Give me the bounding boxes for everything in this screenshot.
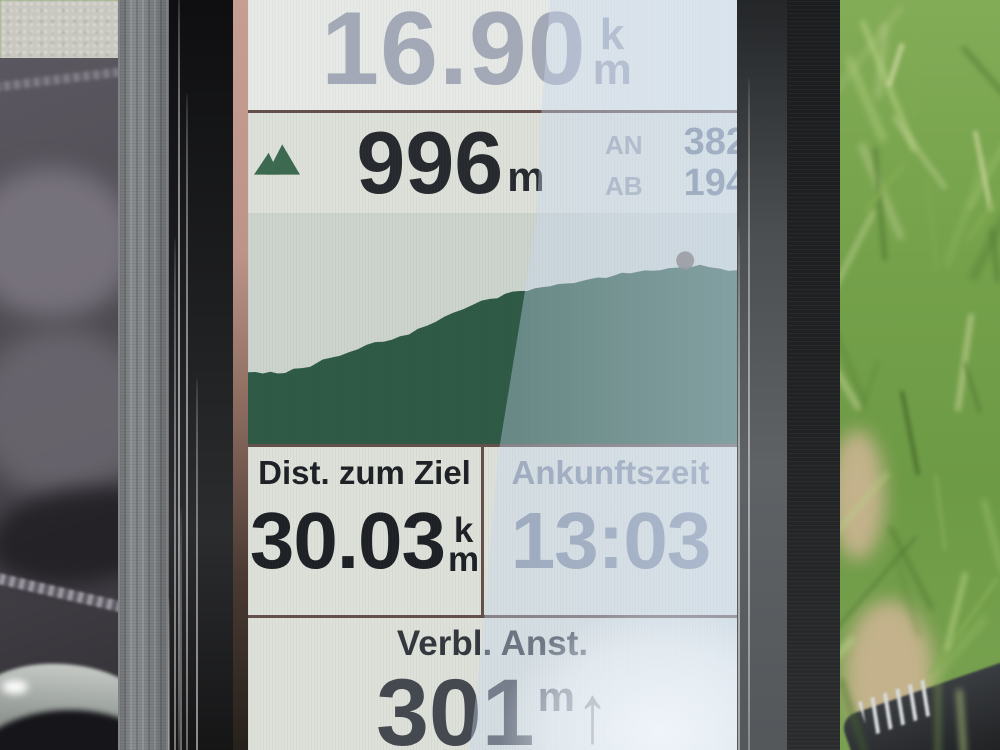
bag-plastic-highlight bbox=[2, 680, 28, 694]
device-right-bezel bbox=[737, 0, 787, 750]
up-arrow-icon: ↑ bbox=[575, 667, 609, 750]
bag-fold-highlight bbox=[0, 328, 128, 498]
bag-fold-highlight bbox=[0, 168, 128, 318]
device-screen: 16.90 k m 996 m AN bbox=[248, 0, 737, 750]
screen-edge-reflection bbox=[233, 0, 248, 750]
elevation-profile-svg bbox=[248, 251, 737, 444]
trip-distance-value: 16.90 bbox=[321, 0, 587, 107]
grass-blade bbox=[926, 181, 938, 271]
elevation-profile-chart[interactable] bbox=[248, 213, 737, 444]
field-arrival-time[interactable]: Ankunftszeit 13:03 bbox=[484, 447, 737, 615]
field-trip-distance[interactable]: 16.90 k m bbox=[248, 0, 737, 110]
grass-blade bbox=[899, 390, 921, 476]
elevation-value: 996 bbox=[356, 113, 504, 212]
grass-blade bbox=[912, 25, 919, 117]
grass-background bbox=[836, 0, 1000, 750]
saddlebag-background bbox=[0, 58, 128, 750]
distance-to-destination-unit: k m bbox=[448, 510, 480, 580]
ascent-label: AN bbox=[605, 130, 643, 160]
field-distance-to-destination[interactable]: Dist. zum Ziel 30.03 k m bbox=[248, 447, 481, 615]
grass-blade bbox=[981, 498, 1000, 573]
descent-value: 194 bbox=[683, 162, 737, 204]
dirt-patch bbox=[836, 430, 885, 560]
gps-device: 16.90 k m 996 m AN bbox=[118, 0, 840, 750]
mountain-icon bbox=[254, 144, 300, 175]
grass-blade bbox=[934, 475, 947, 552]
ascent-descent-block: AN 382 AB 194 bbox=[605, 123, 737, 202]
destination-row: Dist. zum Ziel 30.03 k m Ankunftszeit 13… bbox=[248, 447, 737, 615]
grass-blade bbox=[963, 361, 982, 414]
grass-blade bbox=[892, 115, 947, 190]
remaining-ascent-label: Verbl. Anst. bbox=[396, 624, 589, 663]
device-right-edge bbox=[787, 0, 840, 750]
field-remaining-ascent[interactable]: Verbl. Anst. 301 m ↑ bbox=[248, 618, 737, 750]
remaining-ascent-value: 301 bbox=[376, 660, 535, 750]
grass-blade bbox=[928, 576, 1000, 676]
distance-to-destination-label: Dist. zum Ziel bbox=[258, 454, 471, 491]
ascent-value: 382 bbox=[683, 121, 737, 163]
grass-blade bbox=[886, 42, 905, 88]
grass-blade bbox=[858, 360, 880, 415]
bag-shadow bbox=[0, 710, 128, 750]
grass-blade bbox=[836, 209, 877, 315]
grass-blade bbox=[887, 525, 934, 611]
descent-label: AB bbox=[605, 171, 643, 201]
bag-zipper-top bbox=[0, 65, 128, 92]
arrival-time-label: Ankunftszeit bbox=[511, 454, 710, 491]
trip-distance-unit: k m bbox=[592, 9, 632, 94]
remaining-ascent-unit: m bbox=[537, 673, 575, 720]
grass-blade bbox=[960, 45, 1000, 100]
field-elevation[interactable]: 996 m AN 382 AB 194 bbox=[248, 113, 737, 213]
dust-specks bbox=[178, 0, 180, 750]
grass-blade bbox=[936, 677, 940, 750]
distance-to-destination-value: 30.03 bbox=[249, 496, 446, 586]
device-left-edge bbox=[118, 0, 169, 750]
elevation-unit: m bbox=[507, 153, 545, 200]
arrival-time-value: 13:03 bbox=[510, 496, 712, 586]
